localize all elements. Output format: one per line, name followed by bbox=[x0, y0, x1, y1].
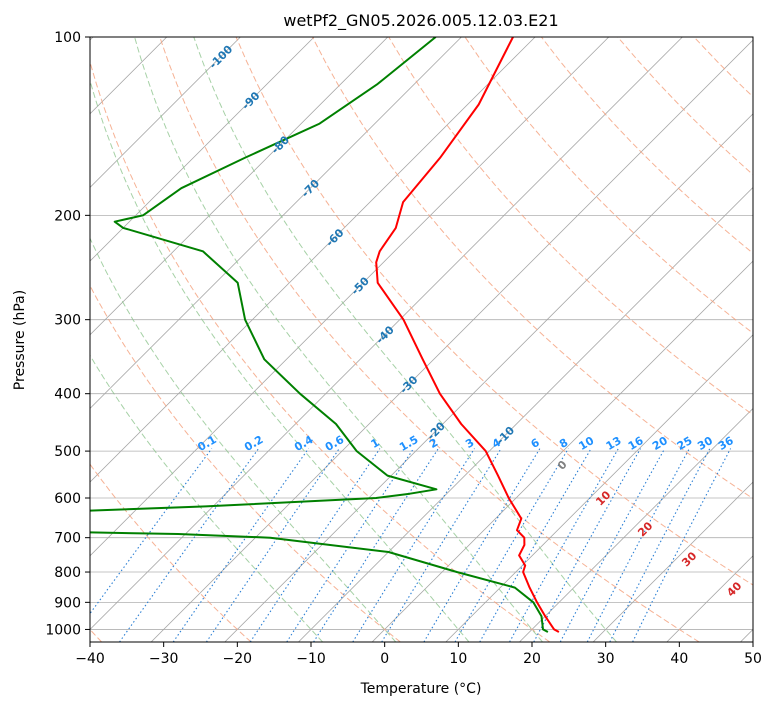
y-axis-label: Pressure (hPa) bbox=[12, 290, 28, 390]
y-tick-label: 300 bbox=[54, 313, 81, 329]
x-tick-label: 40 bbox=[670, 651, 688, 667]
mixing-ratio-line bbox=[90, 448, 213, 615]
dewpoint-profile-line bbox=[90, 37, 549, 633]
chart-title: wetPf2_GN05.2026.005.12.03.E21 bbox=[283, 11, 558, 31]
mixing-ratio-line bbox=[352, 448, 475, 642]
y-tick-label: 400 bbox=[54, 387, 81, 403]
isotherm-line bbox=[519, 407, 753, 642]
x-tick-label: 50 bbox=[744, 651, 762, 667]
isotherm-line bbox=[90, 37, 683, 631]
dry-adiabat bbox=[235, 37, 753, 586]
profile-series bbox=[90, 37, 560, 633]
y-tick-label: 100 bbox=[54, 30, 81, 46]
mixing-ratio-line bbox=[313, 448, 439, 642]
mixing-ratio-line bbox=[586, 448, 690, 642]
moist-adiabat bbox=[90, 78, 470, 642]
mixing-ratio-line bbox=[454, 448, 569, 642]
mixing-ratio-line bbox=[205, 448, 340, 642]
isotherm-line bbox=[90, 37, 536, 483]
isotherm-line bbox=[90, 37, 241, 189]
x-tick-label: −10 bbox=[296, 651, 326, 667]
isotherm-line bbox=[445, 334, 753, 642]
x-tick-label: 20 bbox=[523, 651, 541, 667]
moist-adiabat bbox=[193, 37, 617, 642]
axes: −40 −30 −20 −10 0 10 20 30 40 50 100 200 300 400 500 60… bbox=[45, 30, 762, 667]
mixing-ratio-line bbox=[249, 448, 381, 642]
mixing-ratio-line bbox=[632, 448, 732, 642]
plot-frame bbox=[89, 36, 754, 643]
background-lines bbox=[90, 37, 753, 642]
y-tick-label: 900 bbox=[54, 595, 81, 611]
mixing-ratio-line bbox=[286, 448, 415, 642]
mixing-ratio-line bbox=[559, 448, 666, 642]
mixing-ratio-line bbox=[172, 448, 310, 642]
moist-adiabat bbox=[90, 237, 397, 642]
mixing-ratio-line bbox=[609, 448, 711, 642]
dry-adiabat bbox=[90, 463, 252, 642]
isotherm-line bbox=[90, 37, 315, 262]
x-tick-label: 30 bbox=[597, 651, 615, 667]
x-axis-label: Temperature (°C) bbox=[360, 681, 482, 697]
y-tick-label: 1000 bbox=[45, 622, 81, 638]
dry-adiabat bbox=[159, 37, 700, 642]
x-tick-label: 0 bbox=[380, 651, 389, 667]
mixing-ratio-line bbox=[119, 448, 260, 642]
dry-adiabat bbox=[388, 37, 753, 416]
dry-adiabat bbox=[90, 284, 401, 642]
x-tick-label: 10 bbox=[449, 651, 467, 667]
plot-background bbox=[90, 37, 753, 642]
isotherm-line bbox=[90, 37, 462, 410]
y-tick-label: 500 bbox=[54, 444, 81, 460]
y-tick-label: 200 bbox=[54, 208, 81, 224]
isotherm-line bbox=[371, 260, 753, 642]
mixing-ratio-line bbox=[479, 448, 592, 642]
x-tick-label: −40 bbox=[75, 651, 105, 667]
isotherm-line bbox=[298, 186, 753, 642]
y-tick-label: 800 bbox=[54, 565, 81, 581]
temperature-profile-line bbox=[375, 37, 560, 633]
y-tick-label: 700 bbox=[54, 531, 81, 547]
x-tick-label: −30 bbox=[149, 651, 179, 667]
isotherm-line bbox=[150, 39, 753, 642]
moist-adiabat bbox=[134, 37, 543, 642]
dry-adiabat bbox=[90, 60, 551, 642]
isotherm-line bbox=[224, 113, 753, 642]
isotherm-line bbox=[592, 481, 753, 642]
isotherm-line bbox=[90, 37, 610, 557]
y-tick-label: 600 bbox=[54, 491, 81, 507]
x-tick-label: −20 bbox=[223, 651, 253, 667]
